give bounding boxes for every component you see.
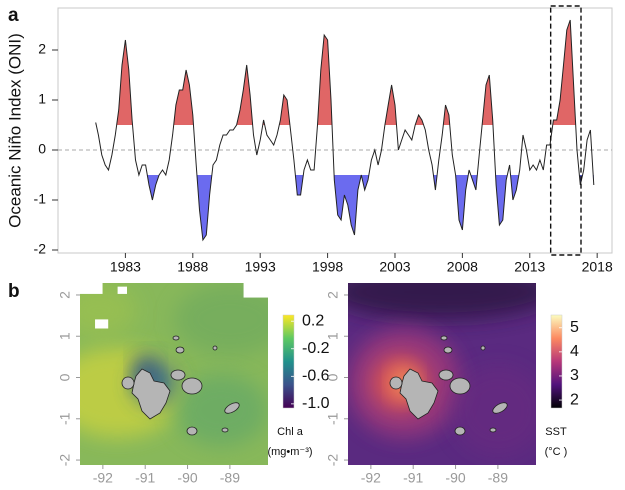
island: [440, 335, 448, 341]
cloud-mask: [117, 286, 127, 294]
panel-label: b: [8, 281, 20, 302]
y-tick-label: 2: [38, 41, 46, 57]
oni-line: [95, 19, 595, 242]
island: [454, 426, 466, 436]
x-tick-label: 2008: [447, 259, 478, 275]
x-tick-label: -91: [403, 470, 423, 486]
island: [170, 369, 186, 381]
colorbar-label: Chl a: [277, 426, 304, 438]
colorbar-label: SST: [545, 426, 567, 438]
x-tick-label: -89: [220, 470, 240, 486]
colorbar-tick-label: -1.0: [302, 395, 330, 412]
island: [175, 346, 185, 354]
colorbar-tick-label: -0.2: [302, 340, 330, 357]
island: [438, 369, 454, 381]
y-tick-label: 2: [325, 291, 341, 299]
y-axis-label: Oceanic Niño Index (ONI): [5, 33, 24, 228]
cloud-mask: [80, 283, 103, 294]
y-tick-label: -2: [325, 454, 341, 467]
x-tick-label: -92: [361, 470, 381, 486]
x-tick-label: -90: [445, 470, 465, 486]
colorbar-tick-label: -0.6: [302, 368, 330, 385]
x-tick-label: 1988: [177, 259, 208, 275]
island: [121, 376, 135, 390]
colorbar-tick-label: 4: [570, 343, 579, 360]
island: [399, 368, 439, 420]
x-tick-label: -92: [93, 470, 113, 486]
x-tick-label: 2018: [582, 259, 613, 275]
island: [221, 427, 229, 433]
y-tick-label: -2: [34, 241, 47, 257]
islands: [121, 335, 240, 436]
island: [492, 402, 508, 414]
x-tick-label: -89: [488, 470, 508, 486]
y-tick-label: 2: [57, 291, 73, 299]
anomaly-area: [95, 20, 594, 125]
y-tick-label: -1: [57, 412, 73, 425]
colorbar: [550, 314, 563, 409]
island: [443, 346, 453, 354]
y-tick-label: 1: [325, 332, 341, 340]
island: [181, 377, 203, 395]
cloud-mask: [243, 283, 268, 298]
field-patch: [80, 283, 137, 338]
colorbar: [282, 314, 295, 409]
x-tick-label: -91: [135, 470, 155, 486]
y-tick-label: 1: [57, 332, 73, 340]
field-patch: [348, 283, 536, 320]
map-field: [80, 283, 268, 465]
island: [480, 345, 486, 351]
island: [172, 335, 180, 341]
island: [389, 376, 403, 390]
island: [449, 377, 471, 395]
island: [224, 402, 240, 414]
y-tick-label: 0: [57, 373, 73, 381]
colorbar-tick-label: 0.2: [302, 312, 324, 329]
cloud-mask: [95, 319, 109, 329]
islands: [389, 335, 508, 436]
x-tick-label: -90: [177, 470, 197, 486]
y-tick-label: 1: [38, 91, 46, 107]
map-field: [348, 283, 536, 465]
y-tick-label: -1: [325, 412, 341, 425]
y-tick-label: -2: [57, 454, 73, 467]
plot-frame: [57, 7, 613, 254]
colorbar-units: (°C ): [545, 446, 568, 458]
island: [212, 345, 218, 351]
island: [131, 368, 171, 420]
highlight-box: [549, 5, 582, 256]
anomaly-area: [95, 175, 594, 240]
panel-label: a: [8, 5, 19, 26]
field-patch: [174, 283, 268, 356]
x-tick-label: 1983: [110, 259, 141, 275]
colorbar-tick-label: 5: [570, 319, 579, 336]
y-tick-label: -1: [34, 191, 47, 207]
y-tick-label: 0: [38, 141, 46, 157]
x-tick-label: 2013: [514, 259, 545, 275]
island: [186, 426, 198, 436]
island: [489, 427, 497, 433]
y-tick-label: 0: [325, 373, 341, 381]
colorbar-tick-label: 3: [570, 367, 579, 384]
x-tick-label: 1998: [312, 259, 343, 275]
x-tick-label: 1993: [245, 259, 276, 275]
colorbar-units: (mg•m⁻³): [267, 446, 312, 458]
x-tick-label: 2003: [379, 259, 410, 275]
colorbar-tick-label: 2: [570, 391, 579, 408]
